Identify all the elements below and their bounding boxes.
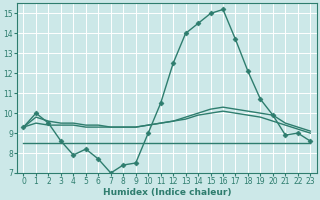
X-axis label: Humidex (Indice chaleur): Humidex (Indice chaleur): [103, 188, 231, 197]
